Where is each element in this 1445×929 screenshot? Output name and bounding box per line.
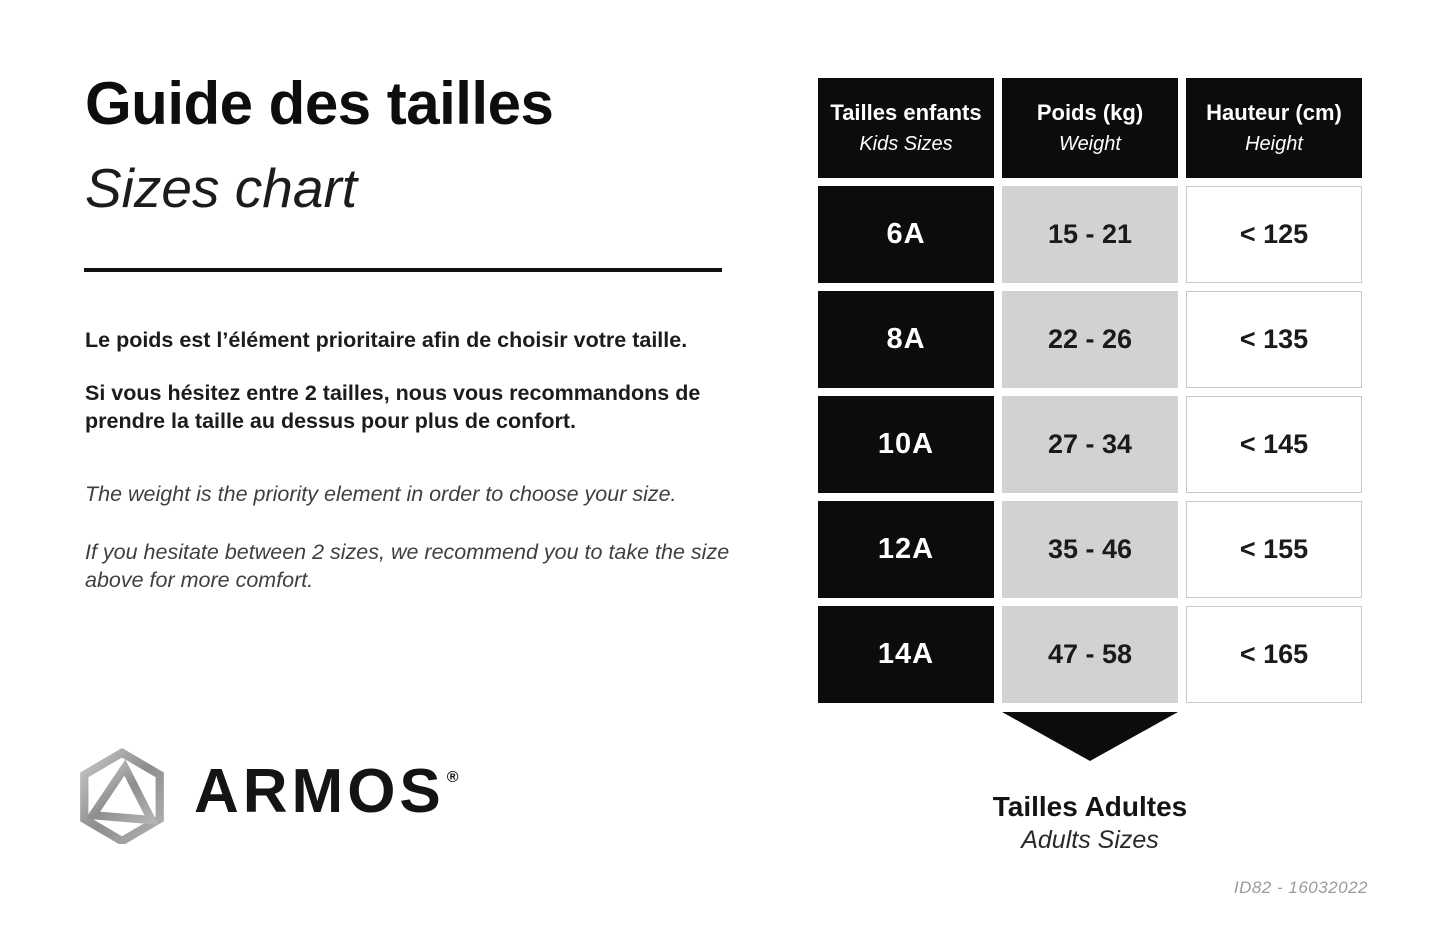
header-label-fr: Tailles enfants — [830, 100, 982, 125]
header-label-en: Height — [1245, 133, 1303, 155]
header-label-en: Weight — [1059, 133, 1121, 155]
size-cell: 8A — [818, 291, 994, 388]
header-cell-height: Hauteur (cm) Height — [1186, 78, 1362, 178]
page-subtitle: Sizes chart — [85, 157, 358, 219]
document-id: ID82 - 16032022 — [1233, 878, 1368, 897]
size-cell: 12A — [818, 501, 994, 598]
height-cell: < 145 — [1186, 396, 1362, 493]
size-cell: 10A — [818, 396, 994, 493]
weight-cell: 27 - 34 — [1002, 396, 1178, 493]
weight-cell: 35 - 46 — [1002, 501, 1178, 598]
header-label-en: Kids Sizes — [859, 133, 953, 155]
size-cell: 14A — [818, 606, 994, 703]
height-cell: < 165 — [1186, 606, 1362, 703]
intro-en-hesitate: If you hesitate between 2 sizes, we reco… — [85, 540, 730, 593]
height-cell: < 125 — [1186, 186, 1362, 283]
header-cell-weight: Poids (kg) Weight — [1002, 78, 1178, 178]
header-label-fr: Poids (kg) — [1036, 100, 1144, 125]
brand-block: ARMOS ® — [76, 748, 459, 844]
intro-fr-weight: Le poids est l’élément prioritaire afin … — [85, 328, 688, 352]
height-cell: < 155 — [1186, 501, 1362, 598]
kids-size-table: Tailles enfants Kids Sizes Poids (kg) We… — [818, 78, 1362, 703]
intro-en-weight: The weight is the priority element in or… — [85, 482, 677, 506]
height-cell: < 135 — [1186, 291, 1362, 388]
size-cell: 6A — [818, 186, 994, 283]
intro-fr-hesitate: Si vous hésitez entre 2 tailles, nous vo… — [85, 381, 701, 434]
header-label-fr: Hauteur (cm) — [1206, 100, 1342, 125]
weight-cell: 15 - 21 — [1002, 186, 1178, 283]
divider — [84, 268, 722, 272]
weight-cell: 22 - 26 — [1002, 291, 1178, 388]
adults-sizes-block: Tailles Adultes Adults Sizes — [818, 791, 1362, 855]
registered-trademark-icon: ® — [446, 769, 459, 786]
weight-cell: 47 - 58 — [1002, 606, 1178, 703]
armos-hexagon-triangle-logo-icon — [76, 748, 168, 844]
header-cell-kids-sizes: Tailles enfants Kids Sizes — [818, 78, 994, 178]
brand-wordmark: ARMOS — [194, 757, 445, 826]
adults-label-fr: Tailles Adultes — [992, 791, 1188, 822]
adults-label-en: Adults Sizes — [1021, 826, 1159, 855]
page-title: Guide des tailles — [85, 70, 554, 137]
down-arrow-icon — [1002, 712, 1178, 761]
